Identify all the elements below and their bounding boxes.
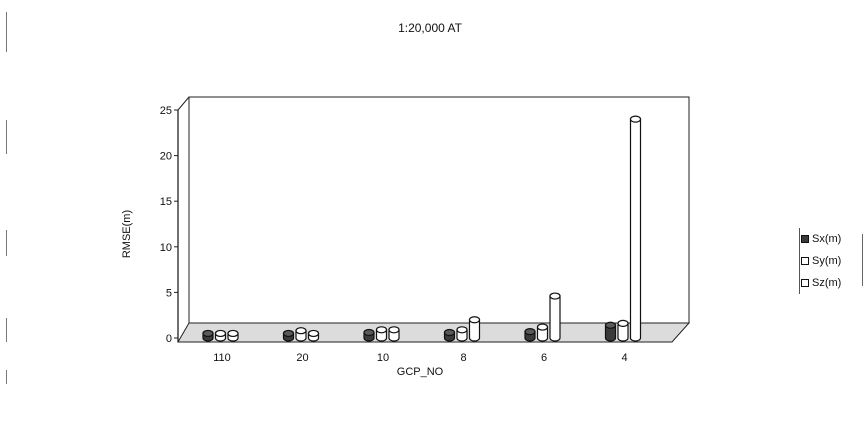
bar-body <box>604 324 617 342</box>
bar-body <box>536 326 549 342</box>
bar-top <box>307 329 320 338</box>
bar-top <box>375 326 388 334</box>
legend-left-rule <box>799 228 800 294</box>
legend-right-rule <box>862 234 863 286</box>
y-axis-label: RMSE(m) <box>121 209 133 259</box>
bar-szm-4 <box>629 115 642 342</box>
bar-body <box>629 118 642 342</box>
bar-szm-6 <box>549 292 561 342</box>
legend-item-sx: Sx(m) <box>801 228 865 250</box>
chart-title: 1:20,000 AT <box>398 21 462 35</box>
bar-szm-20 <box>307 329 320 342</box>
y-tick-label: 0 <box>166 333 172 345</box>
legend: Sx(m) Sy(m) Sz(m) <box>799 228 865 294</box>
x-tick-label: 10 <box>377 352 389 364</box>
legend-label-sz: Sz(m) <box>812 277 842 289</box>
bar-top <box>295 327 307 335</box>
legend-label-sy: Sy(m) <box>812 255 842 267</box>
bar-sxm-20 <box>282 329 295 342</box>
bar-szm-10 <box>388 326 400 342</box>
scan-mark-1 <box>6 12 7 52</box>
bar-sym-4 <box>617 319 629 342</box>
legend-swatch-sy <box>801 257 809 265</box>
scan-mark-2 <box>6 120 7 154</box>
legend-swatch-sx <box>801 235 809 243</box>
x-tick-label: 8 <box>460 352 466 364</box>
bar-top <box>388 326 400 334</box>
bar-sym-20 <box>295 327 307 342</box>
bar-sym-10 <box>375 326 388 342</box>
bar-sxm-8 <box>443 328 456 342</box>
bar-top <box>536 323 549 331</box>
bar-sym-6 <box>536 323 549 342</box>
x-tick-label: 6 <box>541 352 547 364</box>
bar-top <box>604 321 617 329</box>
scan-mark-3 <box>6 230 7 256</box>
bar-top <box>524 328 536 336</box>
bar-top <box>214 329 227 338</box>
y-tick-label: 25 <box>160 105 172 117</box>
y-tick-label: 5 <box>166 287 172 299</box>
bar-body <box>468 319 481 342</box>
bar-body <box>549 295 561 342</box>
bar-szm-8 <box>468 316 481 342</box>
bar-top <box>363 328 375 337</box>
bar-sym-8 <box>456 326 468 342</box>
legend-swatch-sz <box>801 279 809 287</box>
bar-sxm-4 <box>604 321 617 342</box>
legend-label-sx: Sx(m) <box>812 233 842 245</box>
y-tick-label: 15 <box>160 196 172 208</box>
x-tick-label: 20 <box>296 352 308 364</box>
bar-top <box>468 316 481 324</box>
y-tick-label: 20 <box>160 151 172 163</box>
bar-top <box>629 115 642 123</box>
bar-sxm-110 <box>202 329 214 342</box>
bar-sym-110 <box>214 329 227 342</box>
bar-top <box>282 329 295 338</box>
bar-body <box>617 322 629 342</box>
bar-top <box>456 326 468 334</box>
x-tick-label: 4 <box>621 352 627 364</box>
y-tick-label: 10 <box>160 242 172 254</box>
bar-top <box>227 329 239 338</box>
bar-sxm-10 <box>363 328 375 342</box>
x-axis-label: GCP_NO <box>396 366 444 378</box>
bar-sxm-6 <box>524 328 536 342</box>
legend-item-sy: Sy(m) <box>801 250 865 272</box>
scan-mark-4 <box>6 318 7 342</box>
legend-item-sz: Sz(m) <box>801 272 865 294</box>
scan-mark-5 <box>6 370 7 384</box>
bar-top <box>617 319 629 328</box>
bar-top <box>549 292 561 300</box>
bar-szm-110 <box>227 329 239 342</box>
x-tick-label: 110 <box>213 352 231 364</box>
bar-top <box>443 328 456 337</box>
bar-top <box>202 329 214 338</box>
